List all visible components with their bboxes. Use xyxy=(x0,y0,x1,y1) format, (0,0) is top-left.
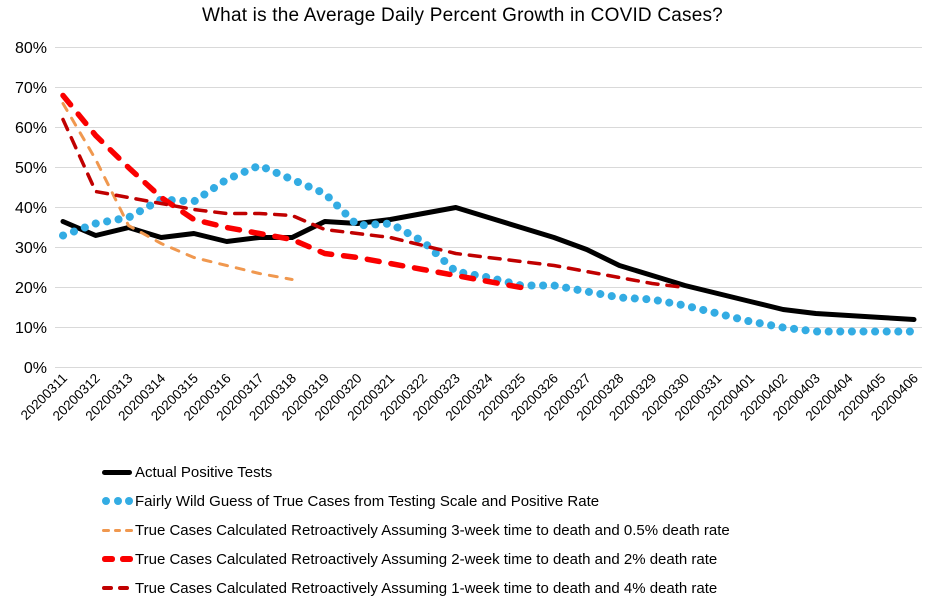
y-axis-label: 80% xyxy=(15,40,47,57)
legend-marker-icon xyxy=(102,556,133,562)
legend-label: Fairly Wild Guess of True Cases from Tes… xyxy=(135,492,600,510)
legend-marker-segment xyxy=(125,497,133,505)
series-line-1 xyxy=(59,161,918,336)
legend-marker-segment xyxy=(102,556,115,562)
legend-label: True Cases Calculated Retroactively Assu… xyxy=(135,550,718,568)
legend-marker-icon xyxy=(102,586,133,590)
legend-marker-segment xyxy=(102,586,113,590)
legend-item: Fairly Wild Guess of True Cases from Tes… xyxy=(102,490,730,512)
legend-marker-segment xyxy=(102,469,132,475)
legend-label: True Cases Calculated Retroactively Assu… xyxy=(135,521,730,539)
legend-marker-segment xyxy=(102,497,110,505)
y-axis-label: 50% xyxy=(15,160,47,177)
y-axis-label: 0% xyxy=(24,360,47,377)
plot-area: 0%10%20%30%40%50%60%70%80%20200311202003… xyxy=(15,40,922,424)
series-line-0 xyxy=(60,205,917,322)
series-line-2 xyxy=(61,102,294,281)
legend-marker-icon xyxy=(102,497,133,505)
legend-marker-segment xyxy=(125,528,134,532)
legend-marker-segment xyxy=(120,556,133,562)
y-axis-label: 20% xyxy=(15,280,47,297)
legend-marker-icon xyxy=(102,469,133,475)
legend-item: True Cases Calculated Retroactively Assu… xyxy=(102,519,730,541)
legend: Actual Positive Tests Fairly Wild Guess o… xyxy=(102,461,730,606)
legend-marker-segment xyxy=(102,528,110,532)
series-line-4 xyxy=(61,117,687,290)
legend-label: Actual Positive Tests xyxy=(135,463,273,481)
y-axis-label: 70% xyxy=(15,80,47,97)
legend-marker-segment xyxy=(113,528,122,532)
legend-label: True Cases Calculated Retroactively Assu… xyxy=(135,579,718,597)
legend-marker-segment xyxy=(113,497,122,505)
legend-marker-segment xyxy=(118,586,129,590)
y-axis-label: 10% xyxy=(15,320,47,337)
legend-item: Actual Positive Tests xyxy=(102,461,730,483)
chart-title: What is the Average Daily Percent Growth… xyxy=(202,5,723,26)
legend-item: True Cases Calculated Retroactively Assu… xyxy=(102,577,730,599)
y-axis-label: 30% xyxy=(15,240,47,257)
y-axis-label: 60% xyxy=(15,120,47,137)
y-axis-label: 40% xyxy=(15,200,47,217)
legend-marker-icon xyxy=(102,528,134,532)
series-line-3 xyxy=(60,92,524,291)
legend-item: True Cases Calculated Retroactively Assu… xyxy=(102,548,730,570)
